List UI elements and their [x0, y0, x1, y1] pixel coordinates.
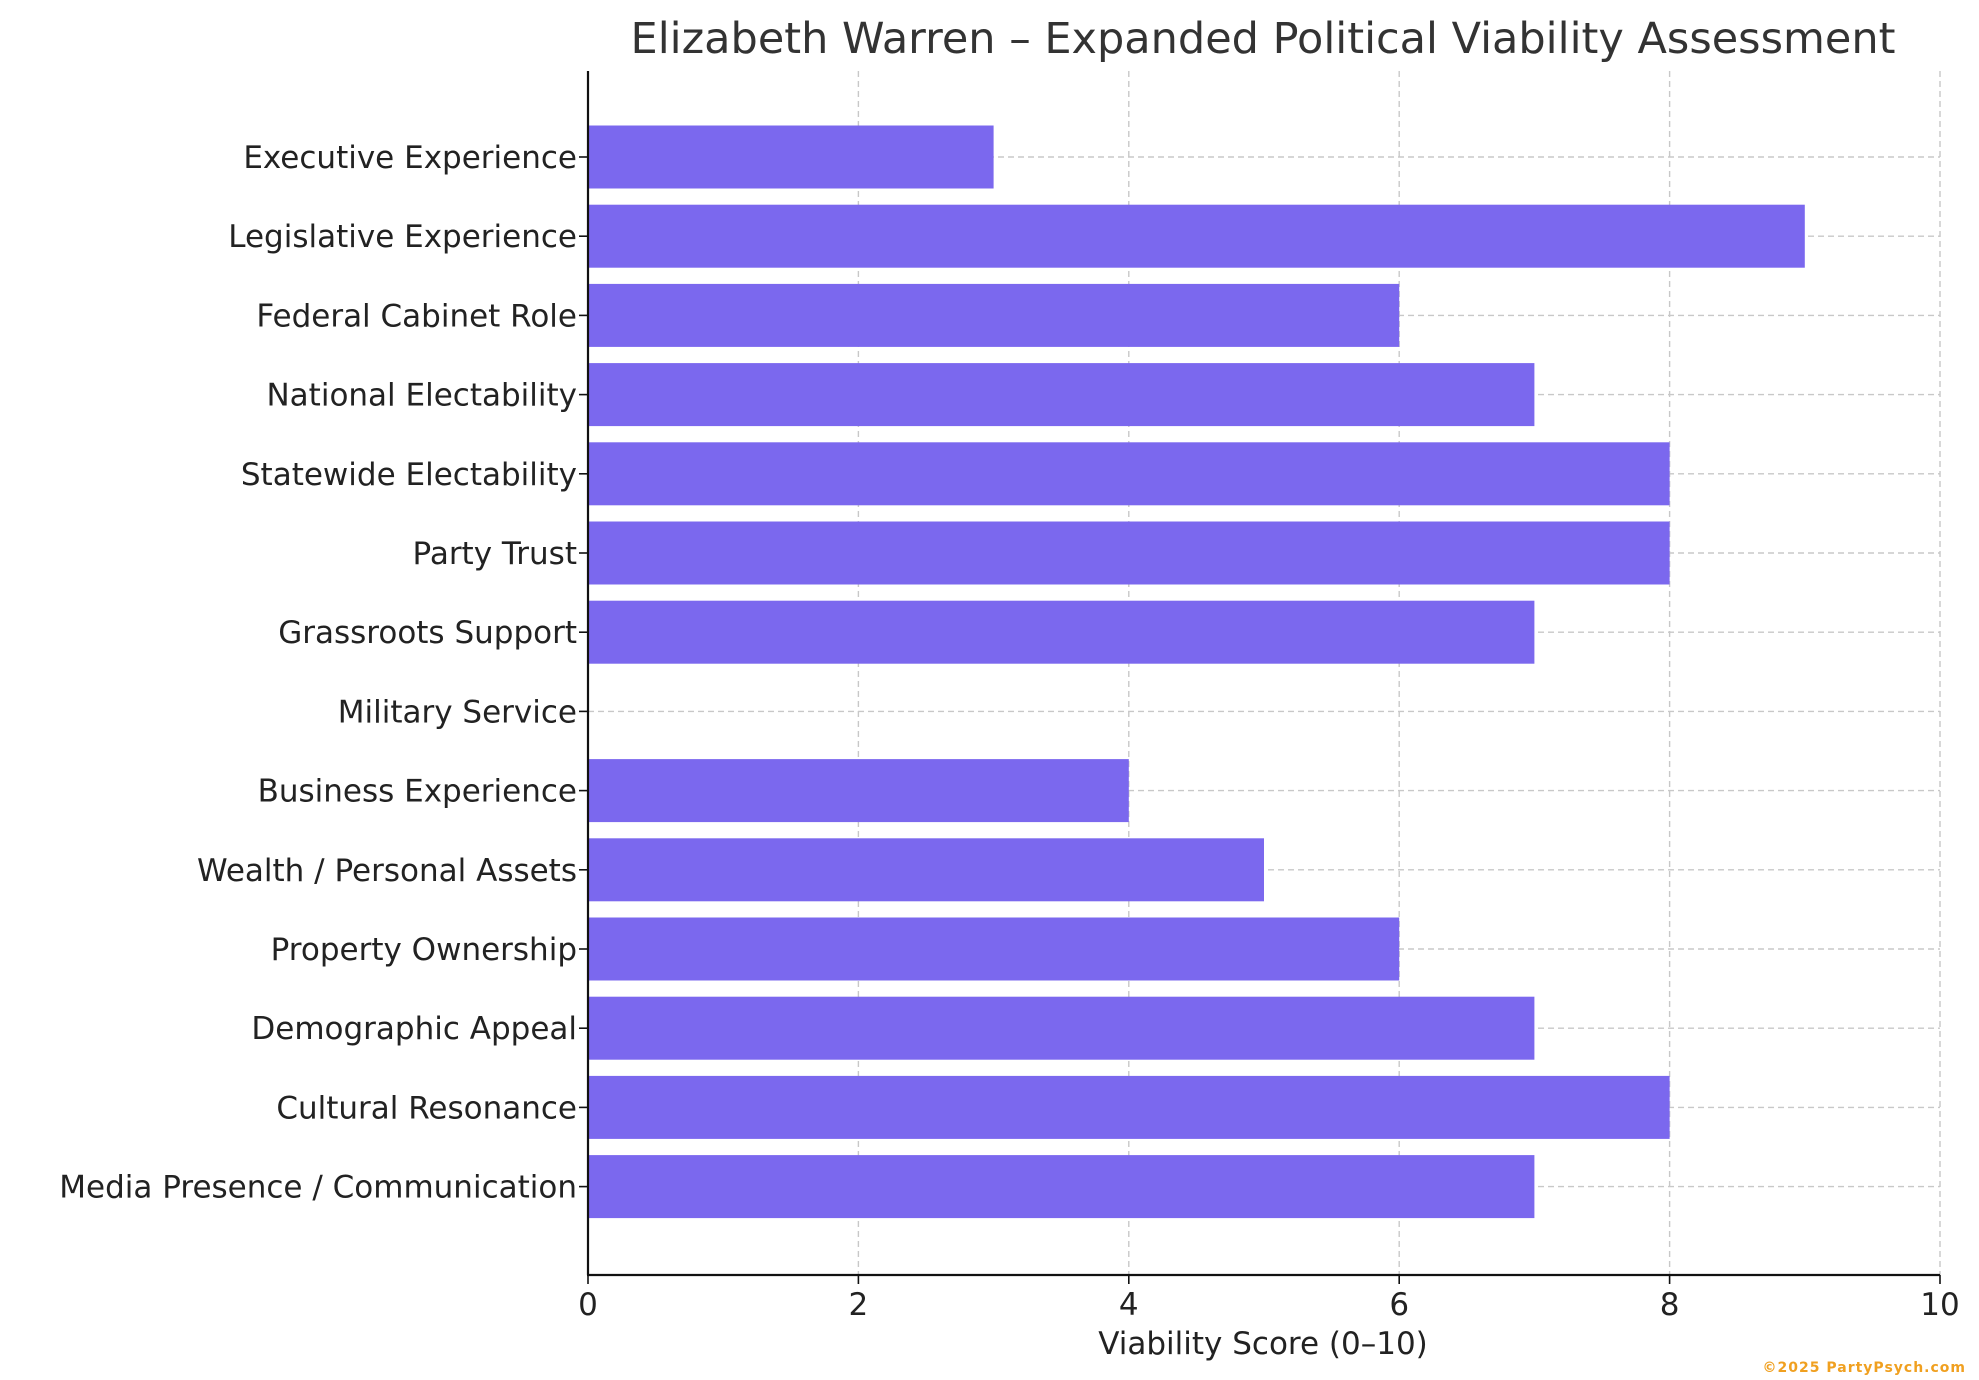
category-label: Legislative Experience	[228, 219, 577, 255]
bar-wealth-personal-assets	[588, 838, 1264, 902]
x-tick-label: 6	[1389, 1287, 1409, 1323]
category-label: Business Experience	[258, 774, 577, 810]
category-label: Media Presence / Communication	[59, 1170, 577, 1206]
bar-legislative-experience	[588, 204, 1805, 268]
chart-title: Elizabeth Warren – Expanded Political Vi…	[631, 14, 1896, 64]
bar-statewide-electability	[588, 442, 1670, 506]
category-label: Grassroots Support	[278, 615, 577, 651]
bar-media-presence-communication	[588, 1155, 1535, 1219]
category-label: Statewide Electability	[241, 457, 577, 493]
bar-cultural-resonance	[588, 1075, 1670, 1139]
x-tick-label: 4	[1119, 1287, 1139, 1323]
x-tick-label: 8	[1660, 1287, 1680, 1323]
bar-grassroots-support	[588, 600, 1535, 664]
category-label: Wealth / Personal Assets	[197, 853, 577, 889]
bar-national-electability	[588, 363, 1535, 427]
category-label: Property Ownership	[271, 932, 577, 968]
category-label: Executive Experience	[243, 140, 577, 176]
x-tick-label: 10	[1920, 1287, 1959, 1323]
category-label: Federal Cabinet Role	[256, 298, 577, 334]
category-label: Party Trust	[413, 536, 577, 572]
x-axis-label: Viability Score (0–10)	[1098, 1326, 1428, 1362]
category-labels: Executive Experience Legislative Experien…	[59, 140, 588, 1206]
axes	[586, 71, 1940, 1277]
bar-business-experience	[588, 759, 1129, 823]
bar-federal-cabinet-role	[588, 283, 1400, 347]
bars	[588, 125, 1805, 1219]
bar-demographic-appeal	[588, 996, 1535, 1060]
bar-property-ownership	[588, 917, 1400, 981]
bar-party-trust	[588, 521, 1670, 585]
x-tick-label: 0	[578, 1287, 598, 1323]
category-label: Military Service	[338, 694, 577, 730]
category-label: National Electability	[266, 378, 577, 414]
x-tick-label: 2	[849, 1287, 869, 1323]
x-ticks: 0 2 4 6 8 10	[578, 1275, 1960, 1323]
category-label: Cultural Resonance	[276, 1090, 577, 1126]
watermark: ©2025 PartyPsych.com	[1763, 1360, 1966, 1376]
bar-executive-experience	[588, 125, 994, 189]
category-label: Demographic Appeal	[251, 1011, 577, 1047]
